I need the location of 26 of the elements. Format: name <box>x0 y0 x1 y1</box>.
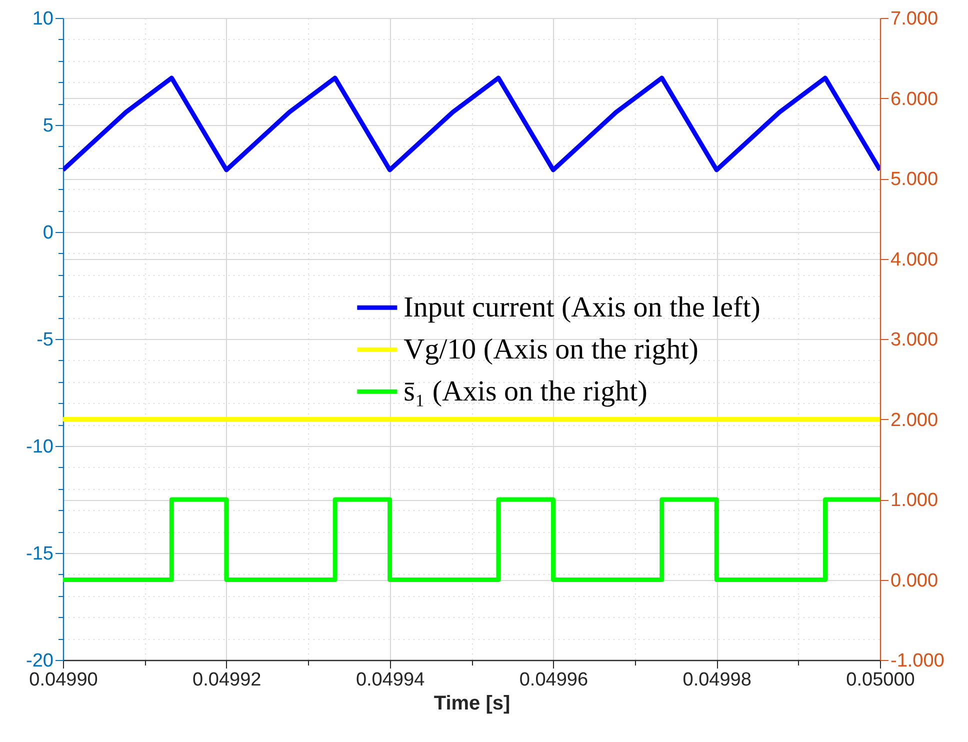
x-tick-label: 0.04998 <box>682 670 752 690</box>
y-tick-label: 5 <box>42 116 54 136</box>
x-tick-label: 0.04990 <box>29 670 98 690</box>
legend-label: Input current (Axis on the left) <box>404 292 760 324</box>
y2-tick-label: 0.000 <box>890 570 938 592</box>
x-tick-label: 0.04996 <box>519 670 588 690</box>
y2-tick-label: 5.000 <box>890 169 938 190</box>
x-axis-title: Time [s] <box>434 692 510 714</box>
y-tick-label: -20 <box>26 650 54 672</box>
y2-tick-label: -1.000 <box>890 650 944 672</box>
y2-tick-label: 1.000 <box>890 490 938 511</box>
y2-tick-label: 3.000 <box>890 330 938 350</box>
y-tick-label: 0 <box>42 222 54 244</box>
y2-tick-label: 6.000 <box>890 88 938 110</box>
x-tick-label: 0.04992 <box>192 670 262 690</box>
legend-label: s̄₁ (Axis on the right) <box>404 376 648 408</box>
y-tick-label: -10 <box>26 436 54 458</box>
y2-tick-label: 4.000 <box>890 249 938 270</box>
x-tick-label: 0.05000 <box>846 670 915 690</box>
x-tick-label: 0.04994 <box>356 670 426 690</box>
y2-tick-label: 2.000 <box>890 410 938 431</box>
y-tick-label: 10 <box>32 8 54 30</box>
legend-label: Vg/10 (Axis on the right) <box>404 334 698 366</box>
y2-tick-label: 7.000 <box>890 8 938 30</box>
y-tick-label: -15 <box>26 544 54 564</box>
y-tick-label: -5 <box>36 330 54 350</box>
